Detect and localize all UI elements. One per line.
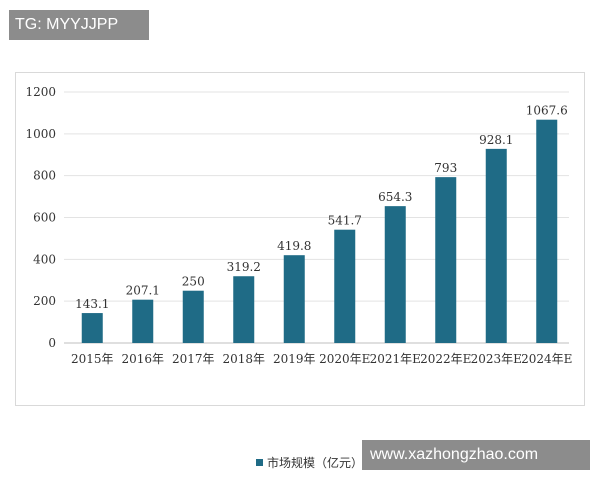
chart-frame: 0 200 400 600 800 1000 1200 143.1 207.1 250 319.2…: [15, 72, 585, 470]
data-label: 793: [434, 161, 457, 175]
x-category-label: 2016年: [121, 352, 164, 366]
data-label: 207.1: [126, 284, 160, 298]
data-label: 319.2: [227, 260, 261, 274]
x-category-label: 2021年E: [370, 352, 421, 366]
legend-label: 市场规模（亿元）: [267, 456, 364, 470]
bar: [132, 299, 154, 343]
bar: [81, 313, 103, 343]
legend-swatch: [256, 459, 263, 466]
data-label: 419.8: [277, 239, 311, 253]
bar: [334, 229, 356, 343]
data-labels: 143.1 207.1 250 319.2 419.8 541.7 654.3 793 928.…: [75, 104, 568, 311]
data-label: 928.1: [479, 133, 513, 147]
bar: [435, 177, 457, 343]
y-tick-label: 600: [33, 211, 56, 225]
x-category-label: 2023年E: [471, 352, 522, 366]
data-label: 250: [182, 275, 205, 289]
x-category-label: 2022年E: [420, 352, 471, 366]
data-label: 654.3: [378, 190, 412, 204]
y-tick-label: 200: [33, 294, 56, 308]
y-tick-label: 1200: [25, 85, 56, 99]
watermark-text: www.xazhongzhao.com: [370, 446, 539, 463]
bar: [233, 276, 255, 343]
chart-legend: 市场规模（亿元）: [256, 454, 363, 471]
data-label: 143.1: [75, 297, 109, 311]
x-axis-categories: 2015年 2016年 2017年 2018年 2019年 2020年E 2021年E 202…: [71, 352, 572, 366]
data-label: 541.7: [328, 214, 362, 228]
bar-chart: 0 200 400 600 800 1000 1200 143.1 207.1 250 319.2…: [25, 85, 572, 366]
bar: [485, 148, 507, 343]
x-category-label: 2017年: [172, 352, 215, 366]
watermark: www.xazhongzhao.com: [362, 440, 590, 470]
y-tick-label: 0: [48, 336, 56, 350]
x-category-label: 2018年: [222, 352, 265, 366]
data-label: 1067.6: [526, 104, 568, 118]
bars: [81, 119, 558, 343]
y-tick-label: 1000: [25, 127, 56, 141]
y-tick-label: 400: [33, 252, 56, 266]
x-category-label: 2020年E: [319, 352, 370, 366]
bar: [384, 206, 406, 343]
y-axis-ticks: 0 200 400 600 800 1000 1200: [25, 85, 56, 350]
x-category-label: 2015年: [71, 352, 114, 366]
bar: [283, 255, 305, 343]
x-category-label: 2024年E: [521, 352, 572, 366]
y-tick-label: 800: [33, 169, 56, 183]
bar: [182, 290, 204, 343]
tag-overlay-text: TG: MYYJJPP: [15, 16, 119, 33]
x-category-label: 2019年: [273, 352, 316, 366]
bar: [536, 119, 558, 343]
tag-overlay: TG: MYYJJPP: [9, 10, 149, 40]
